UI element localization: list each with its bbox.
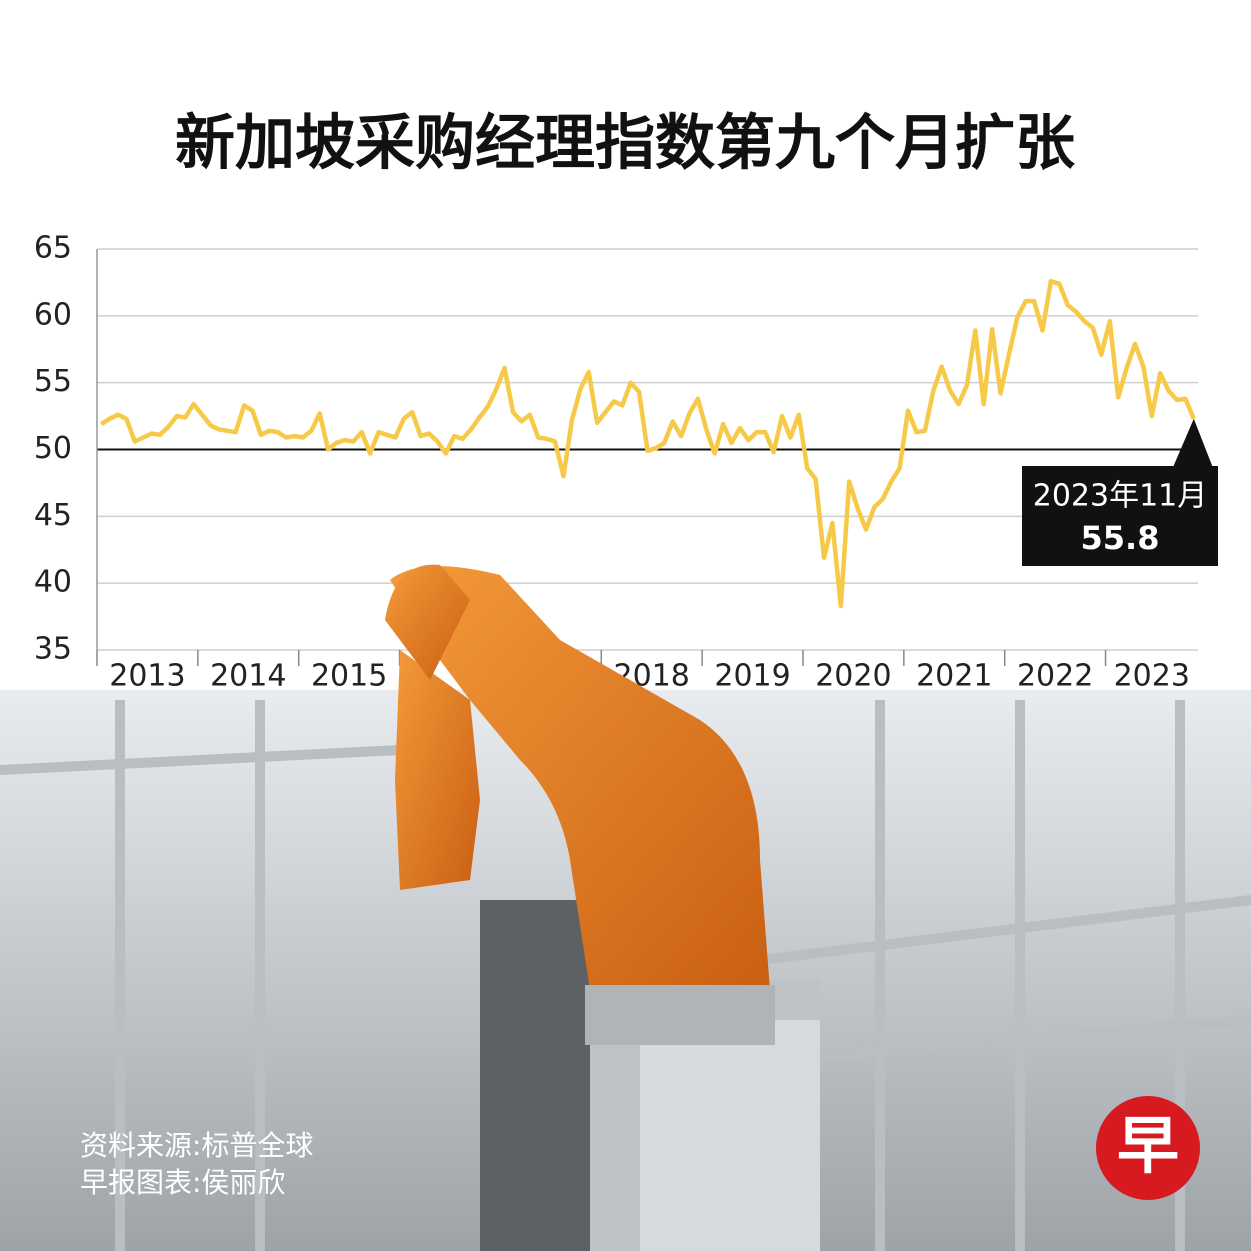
- annotation-value: 55.8: [1081, 519, 1160, 557]
- y-tick-label: 65: [34, 231, 72, 266]
- data-line: [99, 278, 1196, 609]
- chart-title: 新加坡采购经理指数第九个月扩张: [175, 109, 1075, 179]
- y-tick-label: 50: [34, 431, 72, 466]
- annotation-pointer: [1171, 418, 1214, 470]
- x-tick-label: 2014: [210, 659, 286, 694]
- source: 资料来源:标普全球: [80, 1129, 313, 1162]
- y-tick-label: 35: [34, 632, 72, 667]
- y-tick-label: 40: [34, 565, 72, 600]
- robot: [385, 564, 775, 1045]
- x-tick-label: 2023: [1114, 659, 1190, 694]
- x-tick-label: 2020: [815, 659, 891, 694]
- y-tick-label: 45: [34, 498, 72, 533]
- x-tick-label: 2015: [311, 659, 387, 694]
- x-tick-label: 2019: [714, 659, 790, 694]
- logo-badge: [1096, 1096, 1200, 1200]
- y-tick-label: 60: [34, 297, 72, 332]
- chart-background: [0, 0, 1251, 690]
- annotation-box: [1022, 466, 1218, 566]
- y-tick-label: 55: [34, 364, 72, 399]
- annotation-date: 2023年11月: [1033, 479, 1208, 514]
- x-tick-label: 2021: [916, 659, 992, 694]
- logo: 早: [1117, 1109, 1179, 1182]
- x-tick-label: 2022: [1017, 659, 1093, 694]
- credit: 早报图表:侯丽欣: [80, 1166, 285, 1199]
- x-tick-label: 2013: [109, 659, 185, 694]
